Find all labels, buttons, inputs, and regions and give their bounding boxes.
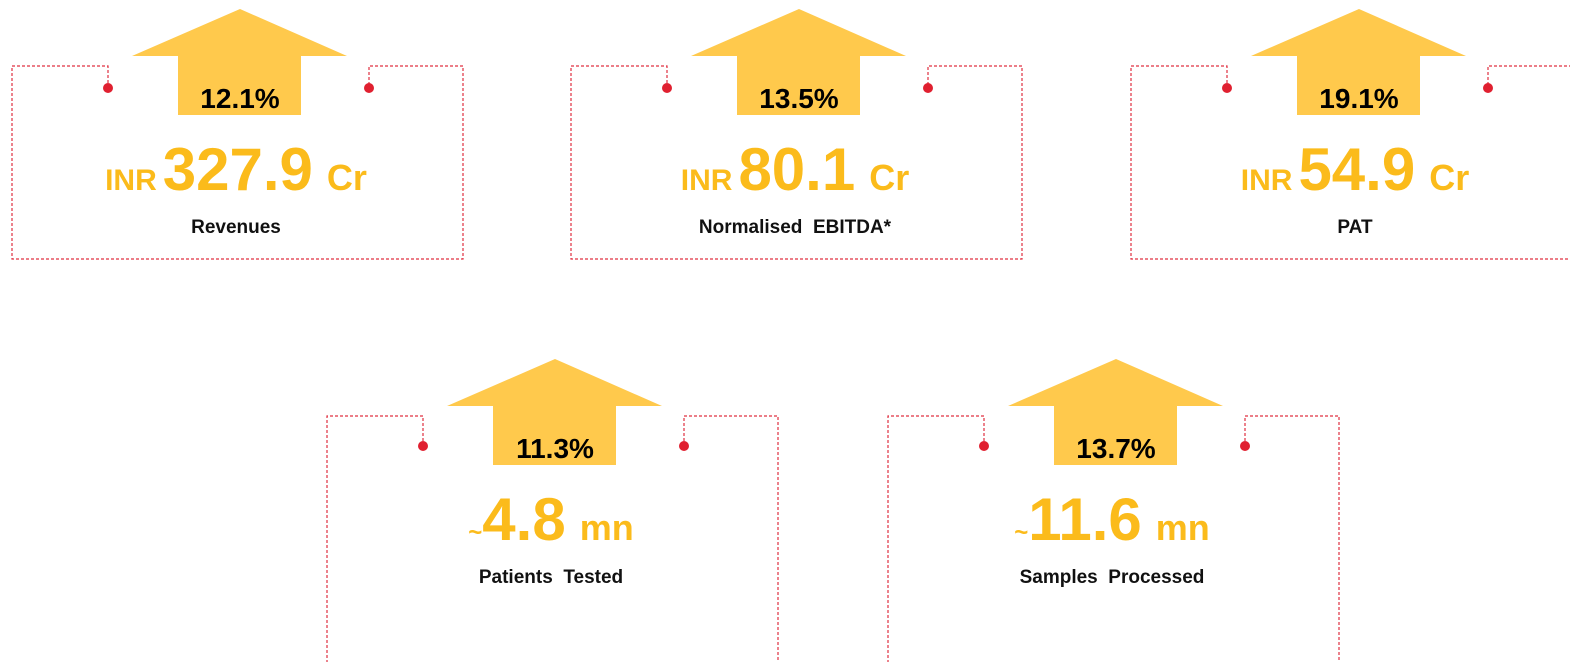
metric-card: 12.1% INR 327.9 Cr Revenues bbox=[11, 9, 464, 260]
growth-arrow bbox=[1251, 9, 1466, 115]
metric-label: PAT bbox=[1337, 217, 1373, 238]
growth-value: 11.3% bbox=[516, 433, 594, 464]
metric-label: Samples Processed bbox=[1020, 567, 1205, 588]
frame-dot bbox=[1483, 83, 1493, 93]
metric-value: INR 327.9 Cr bbox=[105, 136, 367, 203]
frame-dot bbox=[679, 441, 689, 451]
growth-arrow bbox=[132, 9, 347, 115]
metric-prefix: INR bbox=[105, 164, 157, 197]
frame-dot bbox=[1222, 83, 1232, 93]
frame-dot bbox=[364, 83, 374, 93]
growth-arrow bbox=[1008, 359, 1223, 465]
metric-value: ~11.6 mn bbox=[1014, 486, 1209, 553]
metric-label: Normalised EBITDA* bbox=[699, 217, 892, 238]
metric-card: 11.3% ~4.8 mn Patients Tested bbox=[326, 359, 779, 662]
frame-dot bbox=[103, 83, 113, 93]
metric-unit: Cr bbox=[1429, 157, 1469, 198]
metric-prefix: INR bbox=[681, 164, 733, 197]
frame-dot bbox=[979, 441, 989, 451]
growth-value: 13.7% bbox=[1076, 433, 1155, 464]
metric-unit: mn bbox=[1156, 507, 1210, 548]
metric-prefix: ~ bbox=[468, 519, 482, 546]
frame-dot bbox=[923, 83, 933, 93]
metric-card: 13.5% INR 80.1 Cr Normalised EBITDA* bbox=[570, 9, 1023, 260]
frame-dot bbox=[662, 83, 672, 93]
growth-value: 12.1% bbox=[200, 83, 279, 114]
metric-prefix: ~ bbox=[1014, 519, 1028, 546]
metric-value: INR 80.1 Cr bbox=[681, 136, 909, 203]
card-frame bbox=[570, 65, 1023, 260]
metric-value: INR 54.9 Cr bbox=[1241, 136, 1469, 203]
card-frame bbox=[11, 65, 464, 260]
frame-dot bbox=[418, 441, 428, 451]
frame-dot bbox=[1240, 441, 1250, 451]
metric-prefix: INR bbox=[1241, 164, 1293, 197]
growth-arrow bbox=[691, 9, 906, 115]
metric-number: 54.9 bbox=[1298, 136, 1415, 203]
card-frame bbox=[887, 415, 1340, 662]
growth-value: 13.5% bbox=[759, 83, 838, 114]
metric-card: 13.7% ~11.6 mn Samples Processed bbox=[887, 359, 1340, 662]
card-frame bbox=[1130, 65, 1570, 260]
metric-value: ~4.8 mn bbox=[468, 486, 633, 553]
metric-unit: mn bbox=[580, 507, 634, 548]
metric-label: Revenues bbox=[191, 217, 281, 238]
metric-number: 80.1 bbox=[738, 136, 855, 203]
metric-number: 327.9 bbox=[163, 136, 313, 203]
metric-card: 19.1% INR 54.9 Cr PAT bbox=[1130, 9, 1570, 260]
growth-value: 19.1% bbox=[1319, 83, 1398, 114]
metric-number: 4.8 bbox=[482, 486, 565, 553]
card-frame bbox=[326, 415, 779, 662]
metric-unit: Cr bbox=[869, 157, 909, 198]
metric-label: Patients Tested bbox=[479, 567, 623, 588]
metric-number: 11.6 bbox=[1028, 486, 1141, 553]
growth-arrow bbox=[447, 359, 662, 465]
metric-unit: Cr bbox=[327, 157, 367, 198]
